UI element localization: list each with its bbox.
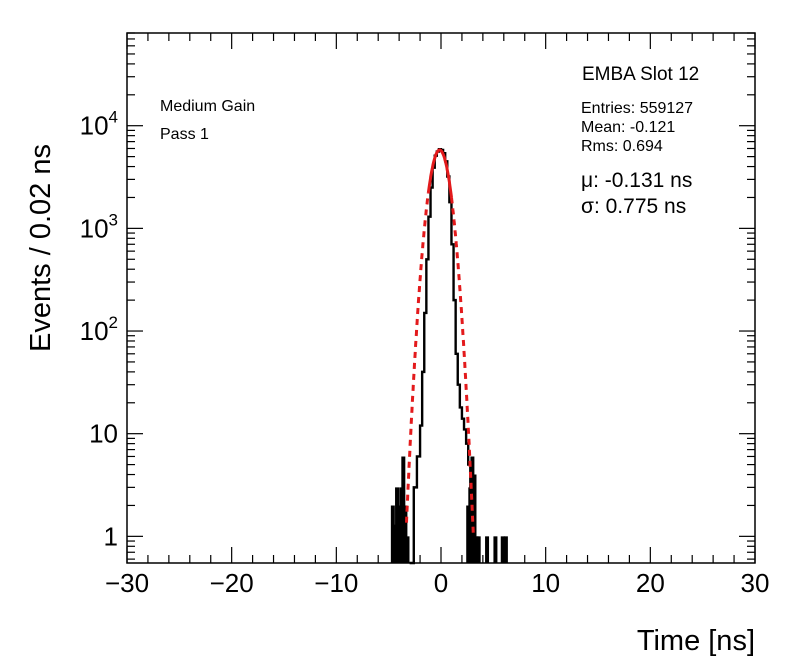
fit-core-line	[426, 148, 453, 198]
stats-entries: Entries: 559127	[581, 100, 694, 117]
fit-sigma-label: σ: 0.775 ns	[581, 195, 687, 218]
y-tick-labels: 1 10 102 103 104	[80, 108, 118, 552]
stats-mean: Mean: -0.121	[581, 119, 676, 136]
x-tick-label: 10	[531, 568, 560, 598]
x-tick-label: −20	[210, 568, 254, 598]
x-tick-label: 20	[636, 568, 665, 598]
gain-label: Medium Gain	[160, 98, 256, 115]
x-tick-labels: −30 −20 −10 0 10 20 30	[105, 568, 770, 598]
y-tick-label: 102	[80, 313, 118, 346]
chart-title: EMBA Slot 12	[582, 64, 700, 85]
fit-mu-label: μ: -0.131 ns	[581, 169, 693, 192]
fit-tail-left	[405, 192, 430, 523]
plot-frame	[126, 32, 756, 564]
x-axis-label: Time [ns]	[637, 625, 755, 657]
axis-ticks	[126, 32, 756, 563]
pass-label: Pass 1	[160, 126, 209, 143]
y-tick-label: 103	[80, 210, 118, 243]
x-tick-label: −30	[105, 568, 149, 598]
y-tick-label: 1	[104, 521, 118, 551]
y-tick-label: 10	[89, 419, 118, 449]
fit-tail-right	[450, 197, 475, 538]
stats-box: Entries: 559127 Mean: -0.121 Rms: 0.694	[581, 99, 693, 156]
y-tick-label: 104	[80, 108, 118, 141]
x-tick-label: −10	[314, 568, 358, 598]
gaussian-fit-series	[405, 148, 475, 538]
fit-results: μ: -0.131 ns σ: 0.775 ns	[581, 168, 692, 220]
x-tick-label: 0	[434, 568, 448, 598]
x-tick-label: 30	[741, 568, 770, 598]
y-axis-label: Events / 0.02 ns	[25, 144, 57, 352]
stats-rms: Rms: 0.694	[581, 138, 663, 155]
